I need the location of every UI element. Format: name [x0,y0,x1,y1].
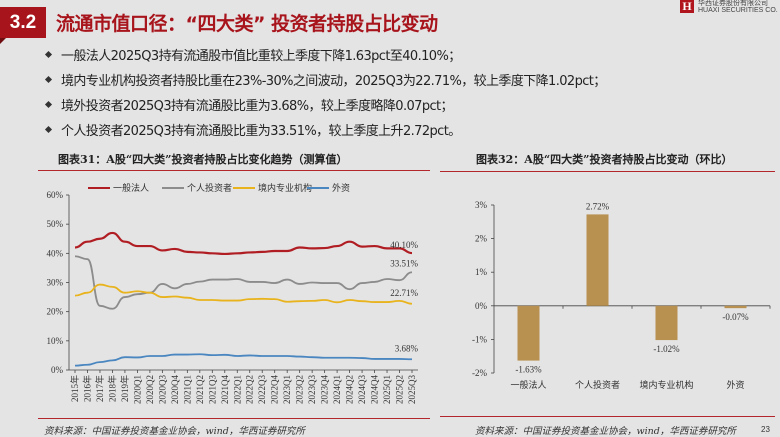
bar [517,305,540,361]
end-label: 22.71% [390,288,418,298]
x-category-label: 个人投资者 [575,379,620,390]
bullet-item: 境外投资者2025Q3持有流通股比重为3.68%，较上季度略降0.07pct； [42,92,606,117]
y-tick-label: 30% [47,278,64,288]
chart32-top-rule [440,171,775,172]
y-tick-label: -2% [472,368,487,378]
x-tick-label: 2020Q4 [170,375,180,404]
end-label: 33.51% [390,258,418,268]
x-tick-label: 2024Q2 [345,375,355,404]
x-tick-label: 2020Q1 [132,375,142,404]
x-tick-label: 2021Q4 [220,375,230,404]
x-tick-label: 2015年 [69,375,80,402]
x-tick-label: 2023Q2 [295,375,305,404]
x-tick-label: 2024Q4 [370,375,380,404]
bullet-item: 境内专业机构投资者持股比重在23%-30%之间波动，2025Q3为22.71%，… [42,67,606,92]
x-tick-label: 2022Q1 [232,375,242,404]
bullet-item: 个人投资者2025Q3持有流通股比重为33.51%，较上季度上升2.72pct。 [42,117,606,142]
x-tick-label: 2017年 [94,375,105,402]
series-line-3 [74,353,413,367]
x-tick-label: 2025Q3 [407,375,417,404]
x-tick-label: 2022Q2 [245,375,255,404]
x-category-label: 一般法人 [510,379,546,390]
bullet-text: 一般法人2025Q3持有流通股市值比重较上季度下降1.63pct至40.10%； [61,49,461,64]
bar [655,305,678,341]
logo-mark-icon: H [680,0,694,13]
x-tick-label: 2020Q3 [157,375,167,404]
x-tick-label: 2020Q2 [145,375,155,404]
y-tick-label: 0% [475,301,488,311]
bar [586,214,609,306]
chart31-title: 图表31：A股“四大类”投资者持股占比变化趋势（测算值） [58,153,348,166]
x-tick-label: 2025Q1 [382,375,392,404]
x-tick-label: 2023Q4 [320,375,330,404]
section-number-badge: 3.2 [0,7,46,44]
bar-value-label: 2.72% [586,201,610,211]
y-tick-label: 1% [475,267,488,277]
chart32-title: 图表32：A股“四大类”投资者持股占比变动（环比） [476,153,733,166]
chart32-bottom-rule [440,416,775,417]
x-category-label: 外资 [726,379,744,390]
y-tick-label: 3% [475,200,488,210]
y-tick-label: 50% [47,219,64,229]
bullet-list: 一般法人2025Q3持有流通股市值比重较上季度下降1.63pct至40.10%；… [42,42,606,142]
page-title: 流通市值口径：“四大类” 投资者持股占比变动 [56,13,438,35]
y-tick-label: 10% [47,336,64,346]
bar-value-label: -1.02% [653,344,680,354]
bullet-text: 个人投资者2025Q3持有流通股比重为33.51%，较上季度上升2.72pct。 [61,124,461,139]
x-category-label: 境内专业机构 [639,379,693,390]
bar-value-label: -1.63% [515,365,542,375]
x-tick-label: 2024Q3 [357,375,367,404]
y-tick-label: 60% [47,190,64,200]
bar [724,305,747,309]
y-tick-label: 0% [51,365,64,375]
series-line-0 [74,231,413,256]
legend-label: 外资 [332,182,350,193]
logo-text-en: HUAXI SECURITIES CO. [698,7,778,14]
chart31-bottom-rule [38,418,430,419]
legend-label: 境内专业机构 [258,182,312,193]
bullet-text: 境内专业机构投资者持股比重在23%-30%之间波动，2025Q3为22.71%，… [61,74,606,89]
x-tick-label: 2021Q2 [195,375,205,404]
company-logo: H 华西证券股份有限公司 HUAXI SECURITIES CO. [680,0,778,14]
bar-value-label: -0.07% [722,312,749,322]
series-line-1 [74,255,413,310]
legend-label: 一般法人 [113,182,149,193]
bullet-text: 境外投资者2025Q3持有流通股比重为3.68%，较上季度略降0.07pct； [61,99,454,114]
logo-text-cn: 华西证券股份有限公司 [698,0,768,7]
x-tick-label: 2022Q4 [270,375,280,404]
x-tick-label: 2023Q3 [307,375,317,404]
y-tick-label: 40% [47,248,64,258]
y-tick-label: -1% [472,334,487,344]
x-tick-label: 2025Q2 [395,375,405,404]
chart31-source: 资料来源：中国证券投资基金业协会，wind，华西证券研究所 [44,426,305,437]
page-number: 23 [761,425,770,434]
x-tick-label: 2023Q1 [282,375,292,404]
x-tick-label: 2019年 [119,375,130,402]
chart31-top-rule [38,170,430,171]
x-tick-label: 2016年 [81,375,92,402]
series-line-2 [74,283,413,305]
end-label: 3.68% [395,343,419,353]
x-tick-label: 2018年 [106,375,117,402]
x-tick-label: 2021Q3 [207,375,217,404]
y-tick-label: 20% [47,307,64,317]
chart32-source: 资料来源：中国证券投资基金业协会，wind，华西证券研究所 [475,426,736,437]
x-tick-label: 2024Q1 [332,375,342,404]
y-tick-label: 2% [475,234,488,244]
bullet-item: 一般法人2025Q3持有流通股市值比重较上季度下降1.63pct至40.10%； [42,42,606,67]
x-tick-label: 2021Q1 [182,375,192,404]
end-label: 40.10% [390,240,418,250]
x-tick-label: 2022Q3 [257,375,267,404]
legend-label: 个人投资者 [187,182,232,193]
